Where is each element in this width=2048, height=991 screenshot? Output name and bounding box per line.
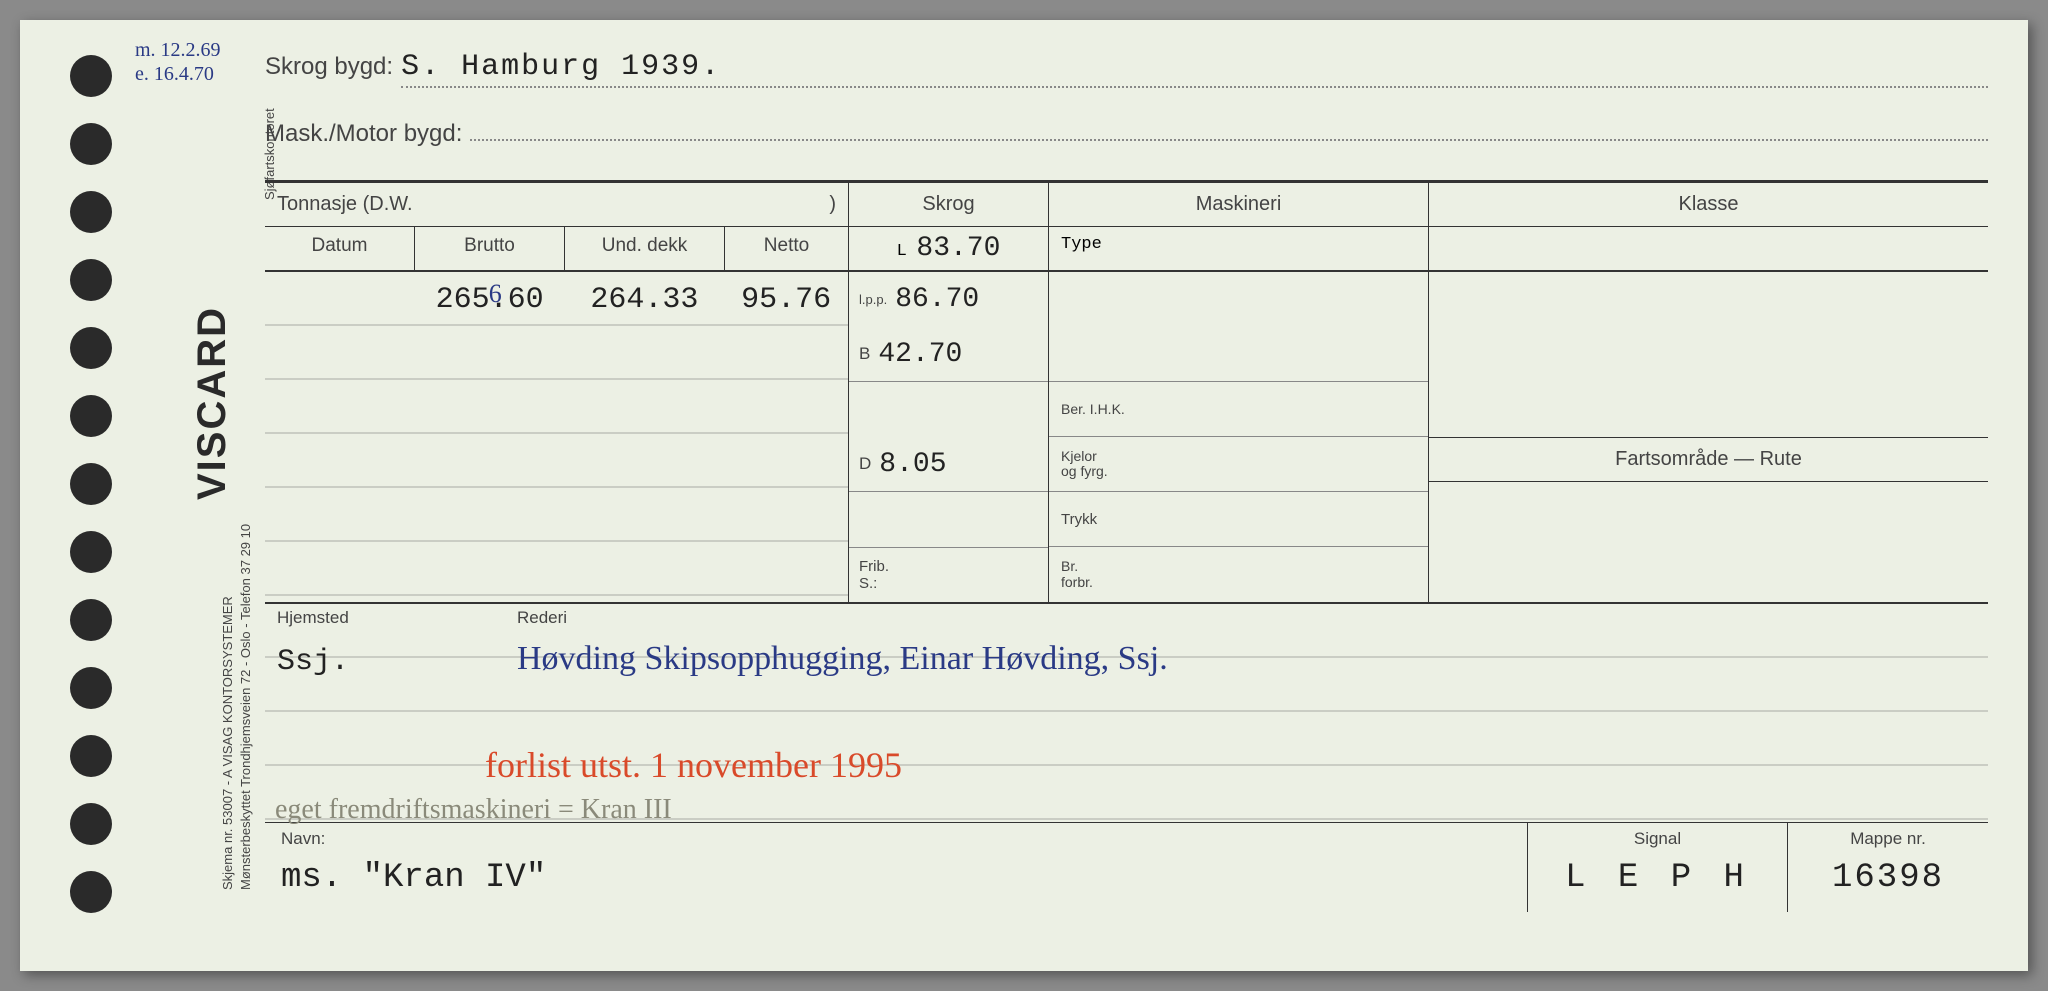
mask-kjelor: Kjelor og fyrg. (1049, 437, 1428, 492)
signal-label: Signal (1544, 829, 1771, 849)
bottom-row: Navn: ms. "Kran IV" Signal L E P H Mappe… (265, 822, 1988, 912)
skrog-lpp-prefix: l.p.p. (859, 292, 887, 307)
navn-box: Navn: ms. "Kran IV" (265, 823, 1528, 912)
hole (70, 327, 112, 369)
mappe-label: Mappe nr. (1804, 829, 1972, 849)
tonnasje-body: 265.60 6 264.33 95.76 (265, 272, 849, 602)
subheader-row: Datum Brutto Und. dekk Netto L 83.70 Typ… (265, 227, 1988, 272)
skrog-D-value: 8.05 (879, 449, 946, 480)
form-main: m. 12.2.69 e. 16.4.70 Skrog bygd: S. Ham… (265, 50, 1988, 941)
skrog-B-prefix: B (859, 344, 870, 364)
viscard-logo: VISCARD (190, 306, 235, 500)
hole (70, 803, 112, 845)
brutto-correction: 6 (489, 279, 502, 309)
hole (70, 463, 112, 505)
skrog-B-value: 42.70 (878, 339, 962, 370)
hjemsted-value: Ssj. (277, 645, 487, 679)
data-grid: Tonnasje (D.W. ) Skrog Maskineri Klasse … (265, 180, 1988, 912)
mask-motor-bygd-field: Mask./Motor bygd: (265, 120, 1988, 148)
rederi-value: Høvding Skipsopphugging, Einar Høvding, … (517, 640, 1168, 678)
pencil-note: eget fremdriftsmaskineri = Kran III (275, 794, 672, 826)
tonnasje-data-row: 265.60 6 264.33 95.76 (265, 272, 848, 327)
navn-value: ms. "Kran IV" (281, 859, 1511, 897)
hole (70, 599, 112, 641)
navn-label: Navn: (281, 829, 1511, 849)
tonnasje-label: Tonnasje (D.W. (277, 193, 413, 216)
skrog-bygd-field: Skrog bygd: S. Hamburg 1939. (265, 50, 1988, 88)
mask-type-label: Type (1049, 227, 1429, 270)
klasse-sub (1429, 227, 1988, 270)
skrog-blank2 (849, 492, 1048, 547)
mask-ber-ihk: Ber. I.H.K. (1049, 382, 1428, 437)
rederi-label: Rederi (517, 608, 567, 628)
mask-brforbr: Br. forbr. (1049, 547, 1428, 602)
hole (70, 667, 112, 709)
hole (70, 871, 112, 913)
tonnasje-header: Tonnasje (D.W. ) (265, 183, 849, 226)
unddekk-value: 264.33 (565, 283, 725, 317)
mappe-box: Mappe nr. 16398 (1788, 823, 1988, 912)
hole (70, 55, 112, 97)
date-line2: e. 16.4.70 (135, 62, 221, 86)
netto-value: 95.76 (724, 283, 848, 317)
mask-motor-bygd-value (470, 137, 1988, 141)
signal-box: Signal L E P H (1528, 823, 1788, 912)
datum-header: Datum (265, 227, 415, 270)
skrog-bygd-label: Skrog bygd: (265, 53, 393, 81)
punch-holes (70, 55, 112, 913)
skrog-B: B 42.70 (849, 327, 1048, 382)
hjemsted-rederi-labels: Hjemsted Rederi (265, 604, 1988, 632)
hole (70, 735, 112, 777)
klasse-header: Klasse (1429, 183, 1988, 226)
skrog-D: D 8.05 (849, 437, 1048, 492)
hole (70, 531, 112, 573)
mask-motor-bygd-label: Mask./Motor bygd: (265, 120, 462, 148)
side-text-1: Skjema nr. 53007 - A VISAG KONTORSYSTEME… (220, 596, 235, 890)
hole (70, 259, 112, 301)
skrog-blank (849, 382, 1048, 437)
mappe-value: 16398 (1804, 859, 1972, 897)
skrog-bygd-value: S. Hamburg 1939. (401, 50, 1988, 88)
hole (70, 395, 112, 437)
netto-header: Netto (725, 227, 849, 270)
index-card: VISCARD Skjema nr. 53007 - A VISAG KONTO… (20, 20, 2028, 971)
brutto-value: 265.60 6 (415, 283, 565, 317)
header-row: Tonnasje (D.W. ) Skrog Maskineri Klasse (265, 183, 1988, 227)
data-body: 265.60 6 264.33 95.76 l.p.p. 86.70 B 4 (265, 272, 1988, 602)
red-note: forlist utst. 1 november 1995 (485, 744, 902, 786)
mask-blank1 (1049, 272, 1428, 382)
hjemsted-label: Hjemsted (277, 608, 517, 628)
handwritten-dates: m. 12.2.69 e. 16.4.70 (135, 38, 221, 86)
brutto-header: Brutto (415, 227, 565, 270)
skrog-L-cell: L 83.70 (849, 227, 1049, 270)
date-line1: m. 12.2.69 (135, 38, 221, 62)
maskineri-header: Maskineri (1049, 183, 1429, 226)
lower-section: Hjemsted Rederi Ssj. Høvding Skipsopphug… (265, 602, 1988, 822)
skrog-header: Skrog (849, 183, 1049, 226)
side-text-2: Mønsterbeskyttet Trondhjemsveien 72 - Os… (238, 524, 253, 890)
skrog-frib: Frib. S.: (849, 547, 1048, 602)
skrog-body: l.p.p. 86.70 B 42.70 D 8.05 Frib. S.: (849, 272, 1049, 602)
klasse-body: Fartsområde — Rute (1429, 272, 1988, 602)
mask-trykk: Trykk (1049, 492, 1428, 547)
skrog-lpp-value: 86.70 (895, 284, 979, 315)
fartsomrade-label: Fartsområde — Rute (1429, 437, 1988, 482)
mask-body: Ber. I.H.K. Kjelor og fyrg. Trykk Br. fo… (1049, 272, 1429, 602)
hole (70, 123, 112, 165)
skrog-L-value: 83.70 (916, 233, 1000, 264)
signal-value: L E P H (1544, 859, 1771, 897)
skrog-D-prefix: D (859, 454, 871, 474)
tonnasje-close: ) (829, 193, 836, 216)
skrog-L-prefix: L (897, 242, 907, 261)
hjemsted-rederi-values: Ssj. Høvding Skipsopphugging, Einar Høvd… (265, 632, 1988, 687)
hole (70, 191, 112, 233)
skrog-lpp: l.p.p. 86.70 (849, 272, 1048, 327)
unddekk-header: Und. dekk (565, 227, 725, 270)
